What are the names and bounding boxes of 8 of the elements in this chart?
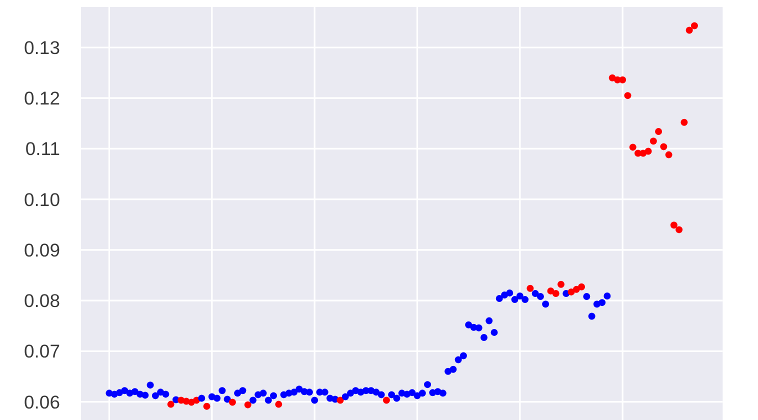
y-tick-label: 0.09 (24, 239, 60, 260)
y-tick-label: 0.10 (24, 188, 60, 210)
y-tick-label: 0.06 (24, 391, 60, 412)
y-tick-label: 0.07 (24, 340, 60, 362)
y-tick-label: 0.13 (24, 36, 60, 58)
y-tick-label: 0.12 (24, 88, 60, 109)
y-tick-label: 0.11 (25, 138, 60, 160)
y-tick-label: 0.08 (24, 290, 60, 312)
